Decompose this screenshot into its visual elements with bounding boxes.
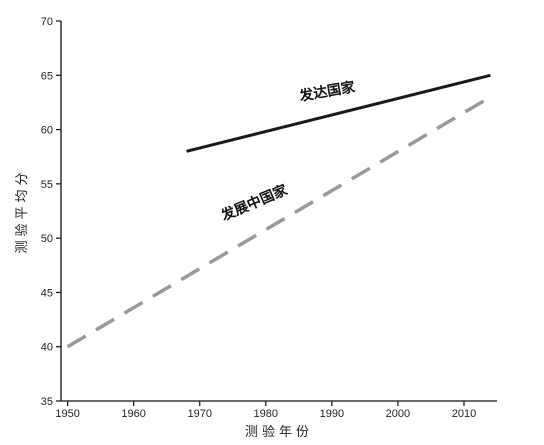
x-axis-label: 测验年份 — [245, 424, 313, 440]
axes — [60, 21, 497, 402]
x-tick-label: 1960 — [121, 408, 145, 420]
y-tick-label: 70 — [41, 16, 53, 28]
y-axis-label: 测验平均分 — [14, 168, 30, 253]
y-tick-label: 35 — [41, 396, 53, 408]
x-tick-label: 2000 — [386, 408, 410, 420]
y-tick-label: 40 — [41, 342, 53, 354]
x-tick-label: 1980 — [254, 408, 278, 420]
x-tick-label: 1990 — [320, 408, 344, 420]
series-label-developed: 发达国家 — [297, 78, 357, 105]
y-tick-label: 45 — [41, 287, 53, 299]
series-label-developing: 发展中国家 — [218, 181, 291, 225]
ticks: 1950 1960 1970 1980 1990 2000 2010 35 40 45 50 55 60… — [41, 16, 476, 420]
y-tick-label: 60 — [41, 125, 53, 137]
series-line-developed — [186, 73, 491, 153]
x-tick-label: 1970 — [187, 408, 211, 420]
y-tick-label: 50 — [41, 233, 53, 245]
y-tick-label: 55 — [41, 179, 53, 191]
x-tick-label: 1950 — [55, 408, 79, 420]
y-tick-label: 65 — [41, 70, 53, 82]
series-labels: 发达国家 发展中国家 — [218, 78, 357, 225]
series-line-developing — [66, 95, 492, 349]
series-lines — [66, 73, 492, 349]
x-tick-label: 2010 — [452, 408, 476, 420]
